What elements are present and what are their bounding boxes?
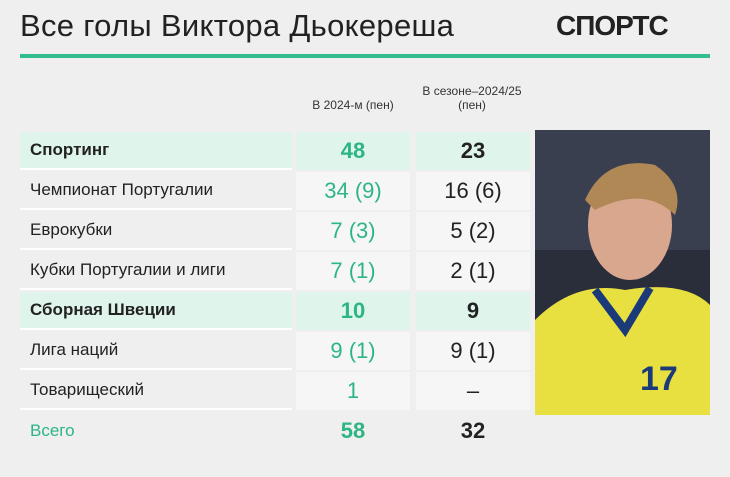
column-header: В сезоне–2024/25 (пен) (410, 84, 534, 112)
table-row: Кубки Португалии и лиги 7 (1) 2 (1) (20, 252, 530, 290)
row-value: 48 (296, 132, 410, 170)
player-photo: 17 (535, 130, 710, 415)
row-label: Еврокубки (20, 212, 292, 250)
table-row: Чемпионат Португалии 34 (9) 16 (6) (20, 172, 530, 210)
row-label: Кубки Португалии и лиги (20, 252, 292, 290)
table-row: Спортинг 48 23 (20, 132, 530, 170)
row-value: 1 (296, 372, 410, 410)
row-value: 7 (1) (296, 252, 410, 290)
row-label: Сборная Швеции (20, 292, 292, 330)
row-value: 16 (6) (416, 172, 530, 210)
table-row: Еврокубки 7 (3) 5 (2) (20, 212, 530, 250)
divider (20, 54, 710, 58)
table-row: Лига наций 9 (1) 9 (1) (20, 332, 530, 370)
row-value: 34 (9) (296, 172, 410, 210)
row-value: 9 (1) (296, 332, 410, 370)
row-label: Всего (30, 421, 75, 440)
table-row: Сборная Швеции 10 9 (20, 292, 530, 330)
row-label: Чемпионат Португалии (20, 172, 292, 210)
column-header: В 2024-м (пен) (312, 98, 394, 112)
svg-text:17: 17 (640, 360, 678, 398)
row-value: 9 (416, 292, 530, 330)
row-value: – (416, 372, 530, 410)
row-value: 5 (2) (416, 212, 530, 250)
row-value: 9 (1) (416, 332, 530, 370)
table-row: Товарищеский 1– (20, 372, 530, 410)
row-label: Лига наций (20, 332, 292, 370)
row-label: Спортинг (20, 132, 292, 170)
logo: СПОРТС (556, 10, 669, 41)
column-header-line: В сезоне–2024/25 (422, 84, 522, 98)
row-value: 32 (460, 418, 486, 443)
title: Все голы Виктора Дьокереша (20, 8, 455, 43)
column-header-line: (пен) (458, 98, 486, 112)
row-value: 10 (296, 292, 410, 330)
row-value: 7 (3) (296, 212, 410, 250)
row-value: 2 (1) (416, 252, 530, 290)
table-row: Всего 58 32 (20, 412, 530, 450)
row-value: 23 (416, 132, 530, 170)
row-value: 58 (340, 418, 366, 443)
row-label: Товарищеский (20, 372, 292, 410)
